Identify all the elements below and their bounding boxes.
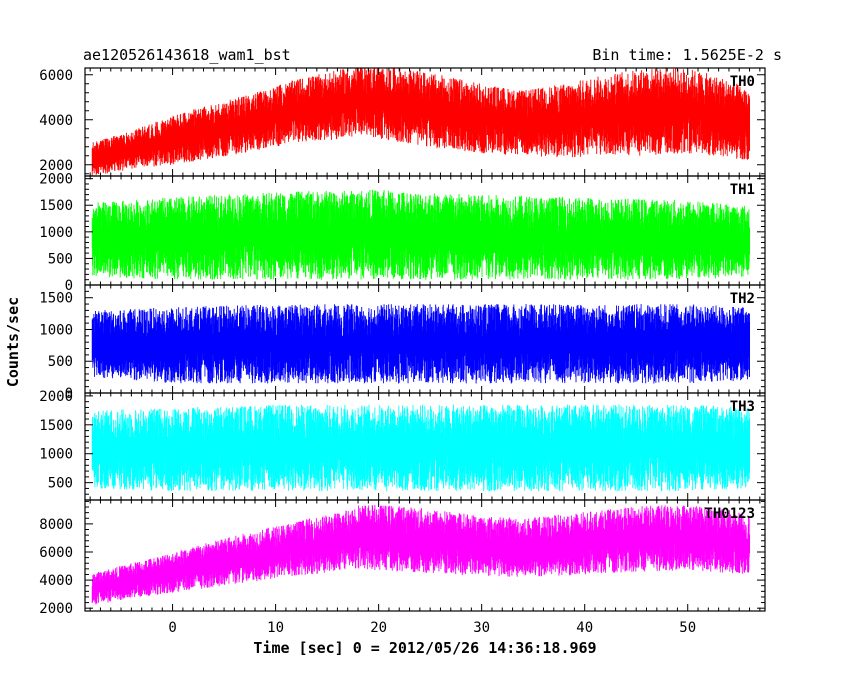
series-label-th1: TH1 xyxy=(730,182,755,198)
series-th2-trace xyxy=(91,304,750,384)
series-label-th0123: TH0123 xyxy=(704,506,755,522)
y-axis-title: Counts/sec xyxy=(4,297,22,387)
series-th0123-trace xyxy=(91,505,750,605)
panel-th3: 500 1000 1500 2000 TH3 xyxy=(39,389,766,501)
y-tick-label: 1500 xyxy=(39,418,73,434)
y-tick-label: 1000 xyxy=(39,447,73,463)
panels: 2000 4000 6000 TH0 0 500 1000 1500 2000 TH1 0 500 10… xyxy=(39,67,766,617)
series-label-th2: TH2 xyxy=(730,291,755,307)
y-tick-label: 2000 xyxy=(39,601,73,617)
x-axis: 0 10 20 30 40 50 xyxy=(168,620,696,636)
y-tick-label: 0 xyxy=(65,278,73,294)
y-tick-label: 500 xyxy=(48,354,73,370)
panel-th0123: 2000 4000 6000 8000 TH0123 xyxy=(39,499,766,617)
x-axis-title: Time [sec] 0 = 2012/05/26 14:36:18.969 xyxy=(253,639,596,657)
x-tick-label: 10 xyxy=(267,620,284,636)
y-tick-label: 1500 xyxy=(39,291,73,307)
y-tick-label: 0 xyxy=(65,386,73,402)
series-th0-trace xyxy=(91,68,750,176)
y-tick-label: 6000 xyxy=(39,545,73,561)
series-label-th3: TH3 xyxy=(730,399,755,415)
y-tick-label: 1500 xyxy=(39,198,73,214)
y-tick-label: 2000 xyxy=(39,158,73,174)
y-tick-label: 8000 xyxy=(39,517,73,533)
y-tick-label: 4000 xyxy=(39,573,73,589)
x-tick-label: 40 xyxy=(576,620,593,636)
y-tick-label: 2000 xyxy=(39,389,73,405)
x-tick-label: 20 xyxy=(370,620,387,636)
x-tick-label: 50 xyxy=(679,620,696,636)
panel-th1: 0 500 1000 1500 2000 TH1 xyxy=(39,172,766,294)
panel-th0: 2000 4000 6000 TH0 xyxy=(39,67,766,177)
y-tick-label: 2000 xyxy=(39,172,73,188)
series-th1-trace xyxy=(91,189,750,280)
y-tick-label: 1000 xyxy=(39,225,73,241)
y-tick-label: 6000 xyxy=(39,68,73,84)
panel-th2: 0 500 1000 1500 TH2 xyxy=(39,284,766,402)
y-tick-label: 4000 xyxy=(39,113,73,129)
observation-id: ae120526143618_wam1_bst xyxy=(83,46,291,64)
bin-time-label: Bin time: 1.5625E-2 s xyxy=(592,46,782,64)
x-tick-label: 30 xyxy=(473,620,490,636)
x-tick-label: 0 xyxy=(168,620,176,636)
series-label-th0: TH0 xyxy=(730,74,755,90)
y-tick-label: 1000 xyxy=(39,322,73,338)
y-tick-label: 500 xyxy=(48,476,73,492)
y-tick-label: 500 xyxy=(48,251,73,267)
panel-frame xyxy=(84,499,766,612)
series-th3-trace xyxy=(91,404,750,492)
